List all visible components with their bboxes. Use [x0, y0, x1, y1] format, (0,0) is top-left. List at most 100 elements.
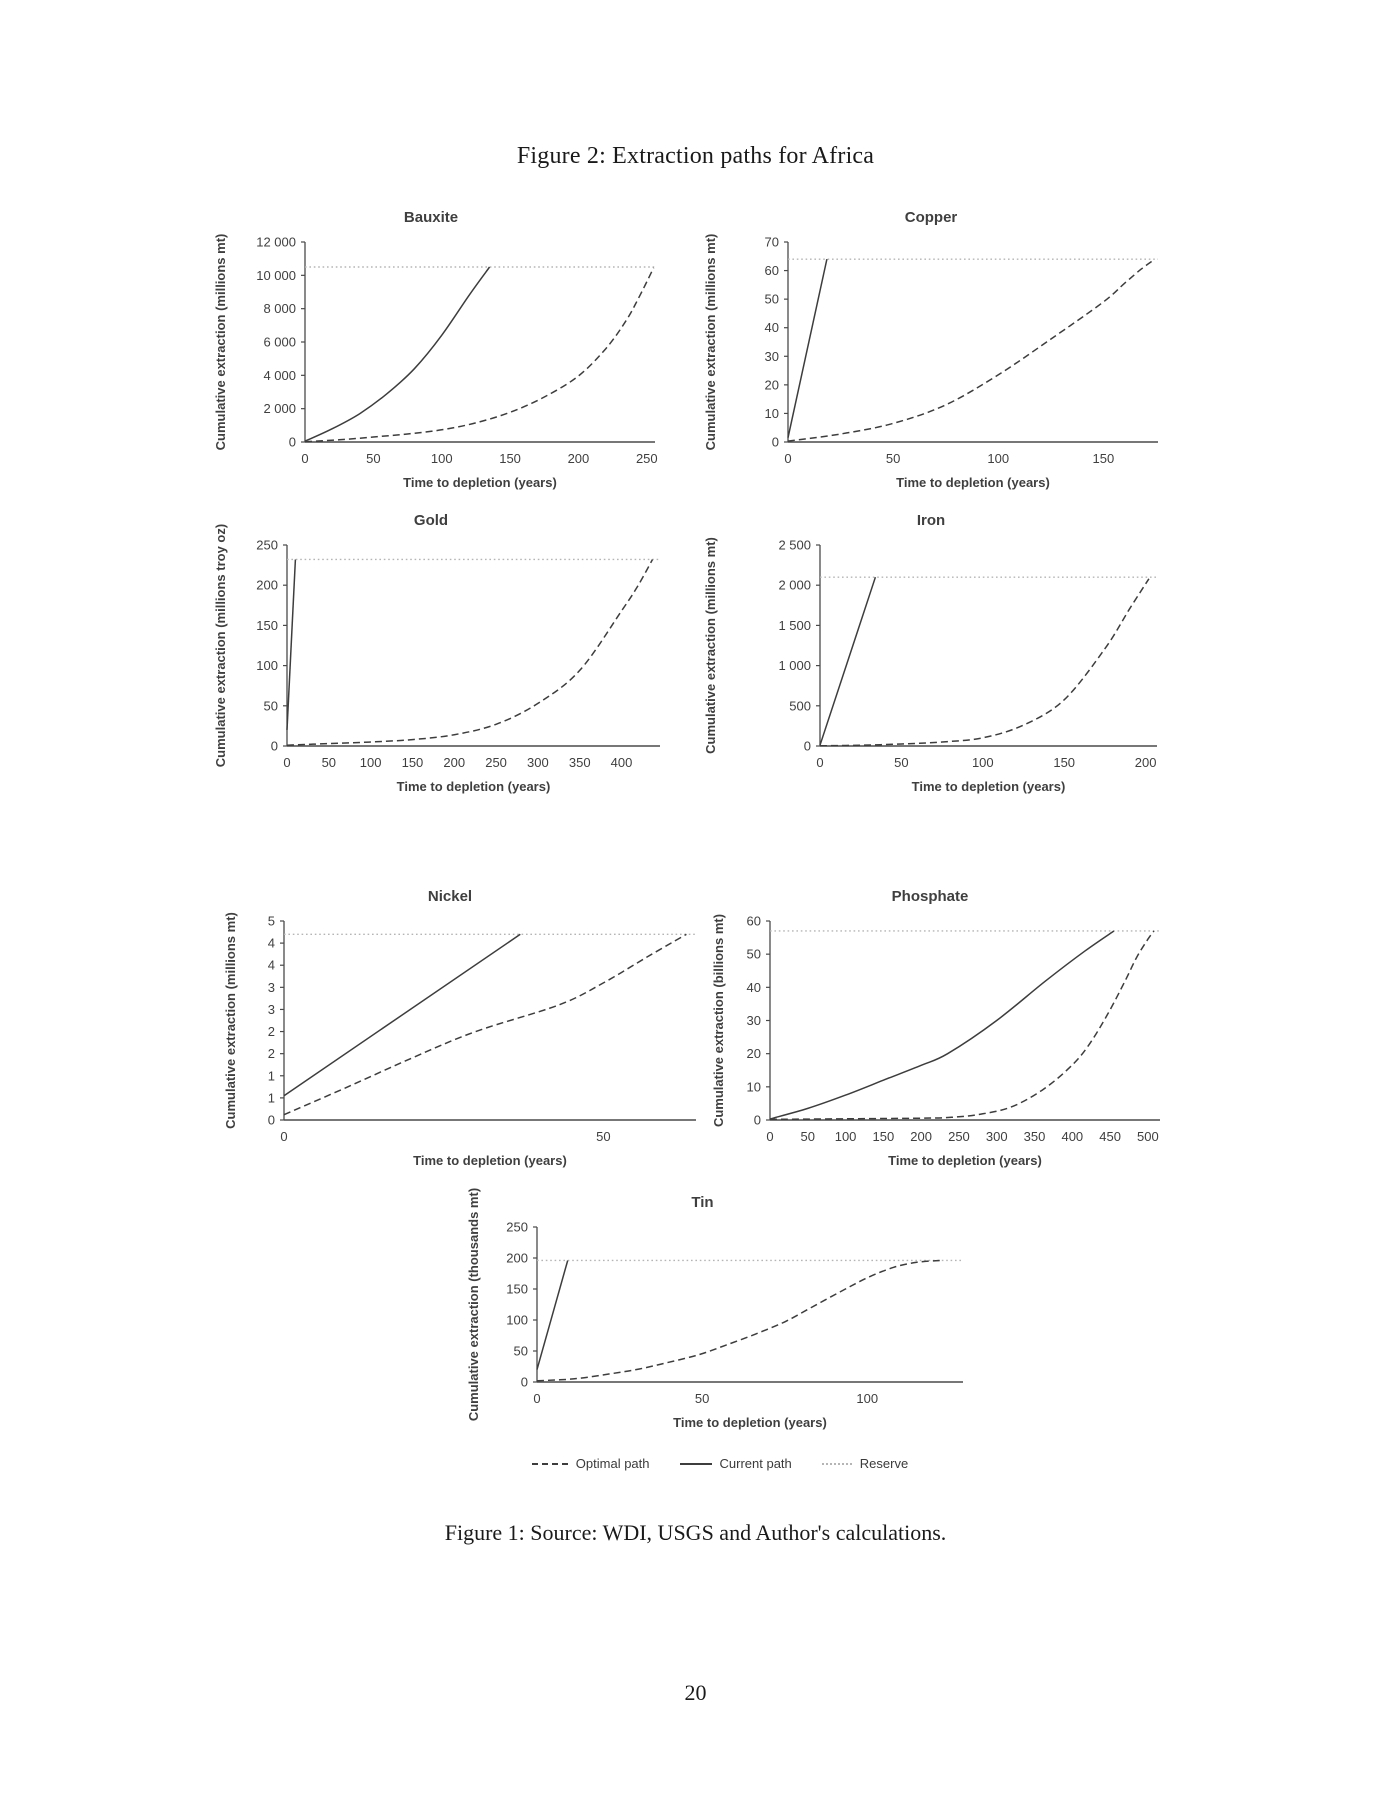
x-tick-label: 150 [1092, 451, 1114, 466]
x-tick-label: 0 [766, 1129, 773, 1144]
x-tick-label: 100 [360, 755, 382, 770]
x-tick-label: 100 [431, 451, 453, 466]
y-tick-label: 3 [268, 980, 275, 995]
y-axis-label: Cumulative extraction (millions mt) [223, 912, 238, 1129]
chart-title: Tin [691, 1194, 713, 1211]
x-tick-label: 0 [784, 451, 791, 466]
legend-item-reserve: Reserve [821, 1456, 909, 1471]
chart-bauxite: Bauxite Cumulative extraction (millions m… [190, 200, 672, 505]
x-tick-label: 50 [894, 755, 908, 770]
x-tick-label: 250 [948, 1129, 970, 1144]
x-tick-label: 0 [533, 1391, 540, 1406]
legend-label-optimal-path: Optimal path [575, 1456, 650, 1471]
y-tick-label: 1 [268, 1068, 275, 1083]
current-path-line [536, 1260, 569, 1370]
x-tick-label: 150 [402, 755, 424, 770]
y-tick-label: 40 [747, 980, 761, 995]
x-axis-label: Time to depletion (years) [912, 779, 1066, 794]
y-tick-label: 6 000 [263, 335, 296, 350]
y-tick-label: 60 [765, 263, 779, 278]
x-axis-label: Time to depletion (years) [673, 1415, 827, 1430]
y-tick-label: 4 [268, 936, 275, 951]
y-tick-label: 50 [264, 698, 278, 713]
bauxite-svg: Bauxite Cumulative extraction (millions m… [213, 209, 658, 490]
chart-gold: Gold Cumulative extraction (millions troy… [190, 503, 672, 808]
current-path-line [819, 576, 877, 746]
y-tick-label: 10 [765, 406, 779, 421]
y-tick-label: 40 [765, 320, 779, 335]
chart-title: Bauxite [404, 209, 458, 226]
nickel-svg: Nickel Cumulative extraction (millions mt… [223, 888, 696, 1168]
x-tick-label: 100 [987, 451, 1009, 466]
y-tick-label: 70 [765, 235, 779, 250]
y-tick-label: 200 [506, 1251, 528, 1266]
x-tick-label: 350 [1024, 1129, 1046, 1144]
y-tick-label: 20 [747, 1046, 761, 1061]
optimal-path-line [769, 930, 1155, 1121]
y-tick-label: 2 [268, 1024, 275, 1039]
chart-legend: Optimal path Current path Reserve [440, 1456, 1000, 1471]
current-path-line [286, 559, 297, 730]
y-tick-label: 1 500 [778, 618, 811, 633]
y-tick-label: 150 [256, 618, 278, 633]
y-axis-label: Cumulative extraction (millions mt) [703, 234, 718, 451]
x-tick-label: 100 [856, 1391, 878, 1406]
dashed-line-icon [531, 1462, 568, 1465]
chart-copper: Copper Cumulative extraction (millions mt… [690, 200, 1172, 505]
chart-tin: Tin Cumulative extraction (thousands mt) T… [430, 1180, 975, 1447]
optimal-path-line [286, 559, 654, 746]
y-tick-label: 10 000 [256, 268, 296, 283]
y-tick-label: 2 [268, 1046, 275, 1061]
y-tick-label: 12 000 [256, 235, 296, 250]
y-tick-label: 2 000 [263, 401, 296, 416]
current-path-line [787, 258, 828, 438]
y-tick-label: 250 [506, 1220, 528, 1235]
x-tick-label: 100 [835, 1129, 857, 1144]
y-tick-label: 0 [289, 435, 296, 450]
y-tick-label: 0 [521, 1375, 528, 1390]
legend-item-optimal-path: Optimal path [531, 1456, 650, 1471]
x-tick-label: 350 [569, 755, 591, 770]
y-tick-label: 50 [747, 947, 761, 962]
chart-title: Iron [917, 512, 945, 529]
x-tick-label: 200 [1135, 755, 1157, 770]
x-tick-label: 400 [611, 755, 633, 770]
x-tick-label: 0 [301, 451, 308, 466]
y-axis-label: Cumulative extraction (millions mt) [703, 537, 718, 754]
optimal-path-line [819, 578, 1150, 747]
optimal-path-line [283, 933, 687, 1116]
y-tick-label: 3 [268, 1002, 275, 1017]
x-tick-label: 250 [636, 451, 658, 466]
current-path-line [304, 266, 491, 442]
x-axis-label: Time to depletion (years) [888, 1153, 1042, 1168]
y-tick-label: 60 [747, 914, 761, 929]
x-tick-label: 150 [873, 1129, 895, 1144]
tin-svg: Tin Cumulative extraction (thousands mt) T… [466, 1188, 963, 1430]
y-tick-label: 1 [268, 1090, 275, 1105]
y-tick-label: 30 [765, 349, 779, 364]
page-number: 20 [684, 1680, 707, 1705]
x-axis-label: Time to depletion (years) [413, 1153, 567, 1168]
y-axis-label: Cumulative extraction (thousands mt) [466, 1188, 481, 1421]
legend-label-reserve: Reserve [859, 1456, 909, 1471]
x-tick-label: 500 [1137, 1129, 1159, 1144]
x-tick-label: 150 [499, 451, 521, 466]
y-tick-label: 500 [789, 698, 811, 713]
y-axis-label: Cumulative extraction (billions mt) [711, 914, 726, 1127]
chart-title: Copper [905, 209, 958, 226]
y-tick-label: 100 [256, 658, 278, 673]
y-tick-label: 2 500 [778, 538, 811, 553]
x-tick-label: 0 [280, 1129, 287, 1144]
iron-svg: Iron Cumulative extraction (millions mt) T… [703, 512, 1157, 794]
x-axis-label: Time to depletion (years) [397, 779, 551, 794]
x-axis-label: Time to depletion (years) [896, 475, 1050, 490]
optimal-path-line [787, 259, 1155, 442]
y-tick-label: 50 [514, 1344, 528, 1359]
gold-svg: Gold Cumulative extraction (millions troy… [213, 512, 660, 794]
y-tick-label: 2 000 [778, 578, 811, 593]
x-tick-label: 450 [1099, 1129, 1121, 1144]
chart-title: Phosphate [892, 888, 969, 905]
y-tick-label: 200 [256, 578, 278, 593]
x-tick-label: 300 [527, 755, 549, 770]
y-axis-label: Cumulative extraction (millions mt) [213, 234, 228, 451]
